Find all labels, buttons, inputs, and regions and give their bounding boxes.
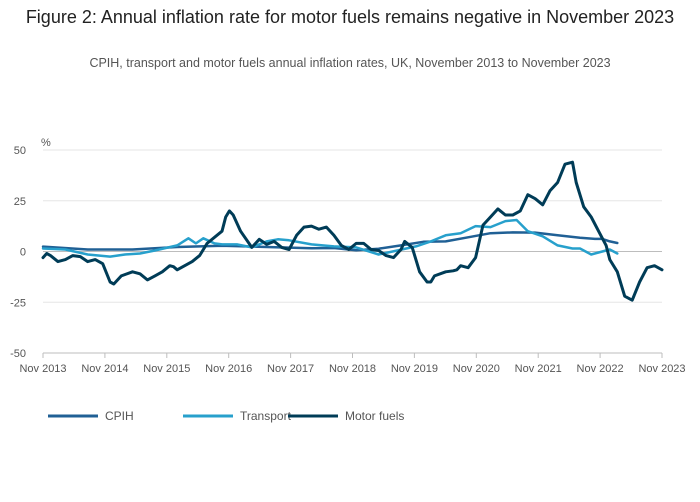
y-tick-label: -25 — [10, 297, 26, 309]
x-tick-label: Nov 2023 — [638, 363, 685, 375]
y-axis-unit-label: % — [41, 137, 51, 149]
x-tick-label: Nov 2015 — [143, 363, 190, 375]
legend-label: CPIH — [105, 409, 134, 423]
grid-lines — [43, 149, 662, 354]
x-tick-label: Nov 2018 — [329, 363, 376, 375]
y-tick-label: 0 — [20, 247, 26, 259]
x-tick-label: Nov 2014 — [81, 363, 128, 375]
x-tick-label: Nov 2017 — [267, 363, 314, 375]
series-line-cpih — [41, 231, 619, 252]
y-tick-label: 25 — [14, 196, 26, 208]
legend-label: Transport — [240, 409, 292, 423]
chart-title: Figure 2: Annual inflation rate for moto… — [25, 7, 675, 27]
series-line-motor-fuels — [41, 160, 664, 302]
y-tick-label: -50 — [10, 348, 26, 360]
x-tick-label: Nov 2016 — [205, 363, 252, 375]
y-axis: 50 25 0 -25 -50% — [10, 137, 51, 360]
x-tick-label: Nov 2022 — [577, 363, 624, 375]
x-tick-label: Nov 2019 — [391, 363, 438, 375]
chart-subtitle: CPIH, transport and motor fuels annual i… — [89, 56, 611, 70]
legend: CPIH Transport Motor fuels — [48, 409, 404, 423]
x-axis: Nov 2013 Nov 2014 Nov 2015 Nov 2016 Nov 2017… — [19, 352, 686, 375]
x-tick-label: Nov 2013 — [19, 363, 66, 375]
series-lines — [41, 160, 664, 302]
x-tick-label: Nov 2020 — [453, 363, 500, 375]
y-tick-label: 50 — [14, 145, 26, 157]
legend-label: Motor fuels — [345, 409, 404, 423]
x-tick-label: Nov 2021 — [515, 363, 562, 375]
